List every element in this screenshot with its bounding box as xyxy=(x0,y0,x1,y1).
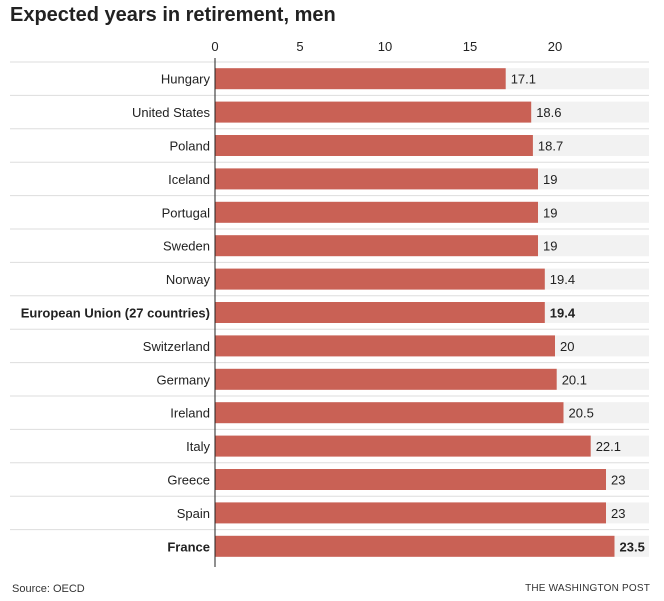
category-label: Portugal xyxy=(162,205,211,220)
bar xyxy=(215,201,538,223)
value-label: 18.7 xyxy=(538,139,563,154)
x-tick-label: 15 xyxy=(463,39,477,54)
value-label: 23.5 xyxy=(620,539,645,554)
value-label: 23 xyxy=(611,506,625,521)
category-label: Switzerland xyxy=(143,339,210,354)
bar xyxy=(215,535,615,557)
bar xyxy=(215,135,533,156)
x-tick-label: 10 xyxy=(378,39,392,54)
category-label: European Union (27 countries) xyxy=(21,306,210,321)
category-label: Norway xyxy=(166,272,211,287)
category-label: Germany xyxy=(157,372,211,387)
bar xyxy=(215,302,545,323)
category-label: Sweden xyxy=(163,239,210,254)
value-label: 20 xyxy=(560,339,574,354)
source-note: Source: OECD xyxy=(12,583,85,595)
value-label: 19.4 xyxy=(550,306,576,321)
bar xyxy=(215,335,555,357)
bars xyxy=(215,68,615,557)
chart-title: Expected years in retirement, men xyxy=(10,4,336,26)
bar xyxy=(215,101,532,123)
bar xyxy=(215,402,564,424)
value-label: 19 xyxy=(543,239,557,254)
value-label: 19.4 xyxy=(550,272,575,287)
category-label: Iceland xyxy=(168,172,210,187)
category-label: Italy xyxy=(186,439,210,454)
category-label: Spain xyxy=(177,506,210,521)
category-label: Ireland xyxy=(170,406,210,421)
category-label: United States xyxy=(132,105,211,120)
category-label: Greece xyxy=(167,473,210,488)
bar xyxy=(215,268,545,290)
value-label: 23 xyxy=(611,473,625,488)
category-label: France xyxy=(167,539,210,554)
bar xyxy=(215,435,591,457)
row-separators xyxy=(10,61,649,531)
bar xyxy=(215,469,606,490)
category-label: Hungary xyxy=(161,72,211,87)
value-label: 20.5 xyxy=(569,406,594,421)
x-tick-label: 0 xyxy=(211,39,218,54)
value-label: 18.6 xyxy=(536,105,561,120)
bar xyxy=(215,68,506,90)
category-label: Poland xyxy=(170,139,210,154)
bar xyxy=(215,502,606,524)
bar xyxy=(215,235,538,257)
value-label: 17.1 xyxy=(511,72,536,87)
credit-note: THE WASHINGTON POST xyxy=(525,583,650,594)
value-label: 22.1 xyxy=(596,439,621,454)
bar xyxy=(215,168,538,190)
x-tick-label: 5 xyxy=(296,39,303,54)
x-tick-label: 20 xyxy=(548,39,562,54)
value-labels: 17.1 18.6 18.7 19 19 19 19.4 19.4 20 20.1 20.5 22.1… xyxy=(511,72,645,555)
value-label: 20.1 xyxy=(562,372,587,387)
x-tick-labels: 0 5 10 15 20 xyxy=(211,39,562,54)
category-labels: Hungary United States Poland Iceland Portuga… xyxy=(21,72,211,555)
value-label: 19 xyxy=(543,172,557,187)
value-label: 19 xyxy=(543,205,557,220)
bar xyxy=(215,368,557,390)
